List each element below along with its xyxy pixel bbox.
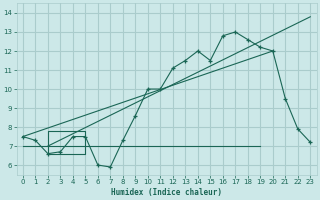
- X-axis label: Humidex (Indice chaleur): Humidex (Indice chaleur): [111, 188, 222, 197]
